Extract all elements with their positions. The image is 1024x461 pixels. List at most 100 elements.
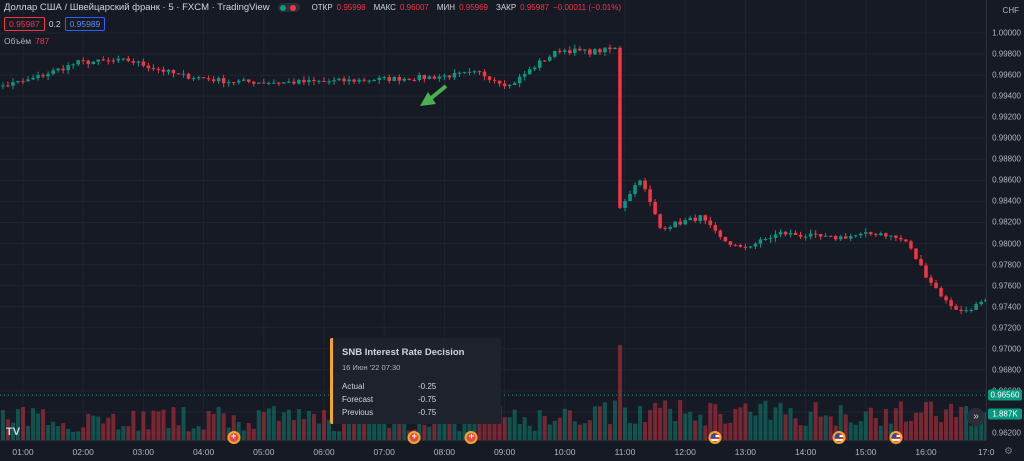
close-label: ЗАКР [496, 3, 517, 12]
price-tick-label: 0.99200 [992, 112, 1021, 122]
candle-body [352, 79, 356, 82]
volume-bar [447, 412, 452, 440]
low-label: МИН [436, 3, 456, 12]
candle-body [823, 235, 828, 237]
candle-body [151, 68, 156, 70]
time-axis[interactable]: 01:00 02:00 03:00 04:00 05:00 06:00 07:00 08:00… [0, 440, 994, 461]
candle-body [934, 282, 938, 289]
volume-bar [698, 414, 703, 440]
chf-event-icon[interactable] [407, 431, 421, 444]
volume-bar [507, 417, 512, 440]
candle-body [367, 80, 371, 82]
tradingview-logo-icon[interactable]: TV [6, 426, 21, 438]
volume-bar [628, 423, 633, 440]
candle-body [688, 217, 692, 221]
volume-bar [61, 423, 66, 440]
candle-body [186, 73, 191, 79]
candle-body [919, 258, 923, 266]
volume-bar [316, 423, 321, 440]
chart-area[interactable] [0, 0, 986, 440]
candle-body [66, 65, 70, 71]
sell-button[interactable]: 0.95987 [4, 17, 45, 31]
volume-bar [868, 407, 873, 440]
us-flag-event-icon[interactable] [708, 431, 722, 444]
volume-bar [638, 405, 643, 440]
volume-bar [231, 415, 236, 440]
volume-bar [517, 423, 522, 440]
candle-body [593, 49, 597, 55]
currency-label[interactable]: CHF [1002, 6, 1019, 15]
volume-bar [828, 416, 833, 440]
chf-event-icon[interactable] [464, 431, 478, 444]
volume-bar [392, 423, 397, 440]
candle-body [131, 61, 136, 63]
volume-bar [327, 419, 332, 440]
candle-body [894, 235, 898, 238]
candle-body [81, 60, 85, 62]
candle-body [833, 236, 838, 240]
volume-bar [156, 411, 161, 440]
us-flag-event-icon[interactable] [832, 431, 846, 444]
volume-bar [166, 427, 171, 440]
candle-body [753, 243, 758, 247]
volume-bar [944, 409, 949, 440]
volume-bar [602, 402, 607, 440]
volume-bar [342, 415, 347, 440]
candle-body [713, 225, 718, 231]
quote-panel: 0.95987 0.2 0.95989 [4, 17, 106, 31]
volume-bar [753, 415, 758, 440]
volume-bar [281, 412, 286, 440]
candle-body [859, 233, 863, 236]
volume-bar [748, 411, 753, 440]
volume-bar [572, 421, 577, 440]
candle-body [116, 58, 121, 61]
time-tick-label: 05:00 [253, 447, 275, 457]
volume-bar [923, 402, 929, 440]
time-tick-label: 16:00 [915, 447, 937, 457]
volume-legend[interactable]: Объём 787 [4, 36, 49, 46]
candle-body [427, 76, 432, 79]
volume-bar [858, 421, 863, 440]
candle-body [126, 58, 131, 62]
candle-body [176, 73, 181, 75]
last-price-tag: 0.96560 [988, 389, 1022, 401]
volume-bar [617, 345, 622, 440]
candle-body [96, 59, 101, 62]
candle-body [723, 236, 728, 242]
candle-body [241, 79, 246, 81]
candle-body [432, 76, 437, 79]
volume-bar [251, 428, 256, 440]
market-status-toggle[interactable] [277, 3, 300, 12]
candle-body [56, 68, 60, 71]
candle-body [788, 232, 793, 235]
volume-bar [427, 426, 432, 440]
price-chart[interactable] [0, 0, 986, 440]
scroll-to-realtime-button[interactable]: » [967, 408, 985, 426]
candle-body [287, 81, 291, 83]
candle-body [61, 68, 65, 71]
candle-body [86, 60, 90, 65]
symbol-title[interactable]: Доллар США / Швейцарский франк · 5 · FXC… [4, 2, 270, 13]
chf-event-icon[interactable] [227, 431, 241, 444]
candle-body [357, 79, 361, 82]
buy-button[interactable]: 0.95989 [64, 17, 106, 31]
us-flag-event-icon[interactable] [889, 431, 903, 444]
volume-bar [838, 405, 843, 440]
volume-bar [562, 408, 567, 440]
candle-body [402, 78, 407, 81]
change-value: −0.00011 (−0.01%) [553, 3, 621, 12]
price-axis[interactable]: CHF 1.00000 0.99800 0.99600 0.99400 0.99200 0… [986, 0, 1024, 440]
volume-bar [823, 415, 828, 440]
settings-gear-icon[interactable]: ⚙ [1004, 446, 1013, 457]
volume-bar [246, 423, 251, 440]
volume-bar [5, 419, 10, 440]
time-tick-label: 09:00 [493, 447, 516, 457]
price-tick-label: 0.98600 [992, 175, 1021, 185]
candle-body [452, 72, 457, 78]
volume-bar [442, 414, 447, 440]
volume-bar [913, 412, 918, 440]
candle-body [668, 227, 672, 229]
volume-bar [713, 404, 718, 440]
volume-bar [86, 413, 91, 440]
volume-bar [668, 408, 673, 440]
